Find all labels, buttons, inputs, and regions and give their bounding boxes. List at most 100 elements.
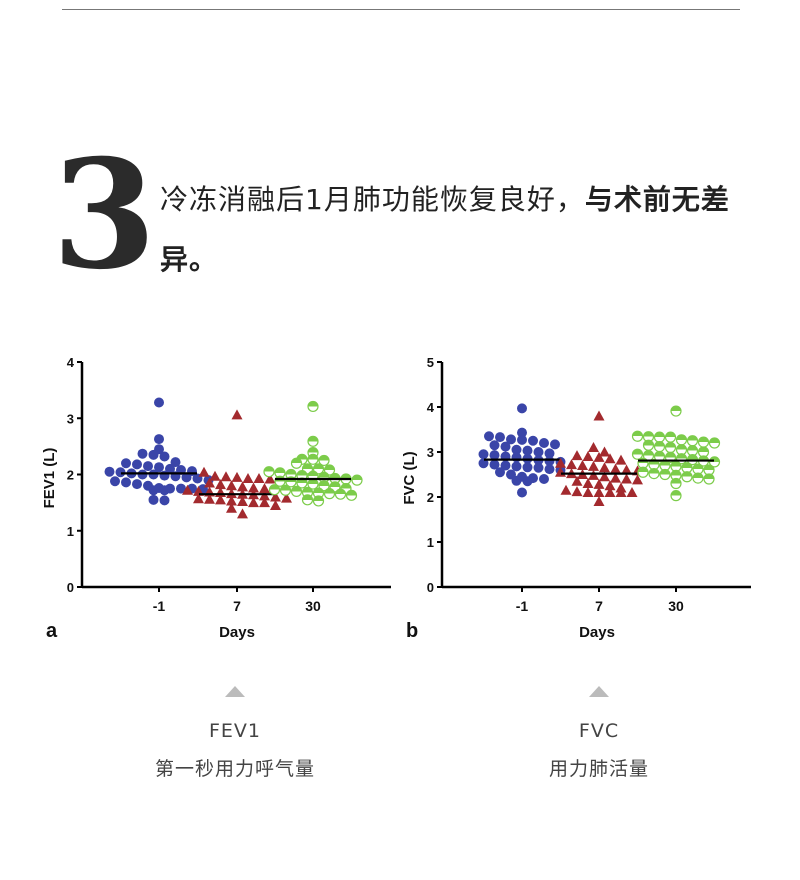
x-tick-label: 7	[233, 598, 241, 614]
data-point-circle	[115, 467, 126, 478]
data-point-circle	[511, 475, 522, 486]
data-point-triangle	[566, 459, 577, 470]
data-point-circle	[517, 403, 527, 414]
data-point-half-circle	[692, 472, 704, 484]
data-point-circle	[159, 485, 170, 496]
data-point-circle	[148, 494, 159, 505]
panel-label: a	[46, 620, 58, 642]
data-point-triangle	[226, 480, 237, 491]
data-point-circle	[137, 448, 148, 459]
headline-regular: 冷冻消融后1月肺功能恢复良好，	[160, 183, 585, 216]
data-point-circle	[176, 483, 186, 494]
data-point-circle	[500, 460, 511, 471]
data-point-half-circle	[664, 441, 677, 454]
data-point-half-circle	[653, 440, 666, 453]
data-point-triangle	[593, 487, 605, 497]
data-point-triangle	[599, 446, 610, 457]
data-point-half-circle	[307, 400, 319, 413]
data-point-triangle	[215, 494, 226, 505]
data-point-triangle	[237, 496, 248, 506]
section-headline: 冷冻消融后1月肺功能恢复良好，与术前无差异。	[160, 170, 760, 290]
data-point-triangle	[588, 442, 599, 452]
data-point-triangle	[560, 484, 572, 495]
data-point-half-circle	[703, 473, 715, 485]
data-point-circle	[489, 459, 500, 470]
data-point-circle	[522, 462, 533, 473]
y-axis-label: FEV1 (L)	[41, 448, 58, 509]
data-point-half-circle	[648, 467, 660, 480]
data-point-half-circle	[697, 436, 710, 448]
data-point-triangle	[264, 473, 276, 484]
data-point-half-circle	[345, 489, 358, 501]
y-tick-label: 4	[427, 400, 435, 415]
data-point-triangle	[599, 471, 610, 482]
data-point-triangle	[182, 484, 193, 495]
data-point-half-circle	[642, 439, 655, 451]
data-point-half-circle	[334, 488, 347, 500]
data-point-circle	[517, 434, 527, 445]
data-point-half-circle	[290, 485, 303, 497]
y-tick-label: 2	[427, 490, 434, 505]
data-point-circle	[132, 479, 142, 490]
data-point-half-circle	[318, 480, 330, 492]
data-point-triangle	[226, 502, 237, 513]
data-point-triangle	[259, 483, 270, 494]
data-point-half-circle	[312, 463, 325, 475]
data-point-triangle	[242, 472, 254, 483]
data-point-triangle	[604, 480, 616, 491]
data-point-triangle	[248, 497, 259, 508]
fev1-chart: 0 1 2 3 4 -1 7 30 Days FEV1 (L) a	[41, 355, 391, 642]
data-point-circle	[500, 441, 511, 452]
data-point-circle	[522, 445, 533, 456]
data-point-triangle	[604, 487, 616, 497]
data-point-circle	[517, 427, 527, 438]
data-point-triangle	[259, 490, 270, 501]
data-point-circle	[522, 476, 533, 487]
data-point-circle	[544, 456, 555, 466]
data-point-circle	[165, 463, 175, 474]
data-point-circle	[154, 397, 164, 408]
data-point-triangle	[253, 472, 265, 483]
data-point-half-circle	[290, 457, 303, 469]
data-point-half-circle	[318, 454, 330, 467]
data-point-circle	[110, 476, 120, 487]
data-point-triangle	[610, 472, 621, 483]
data-point-circle	[170, 457, 181, 468]
data-point-triangle	[231, 471, 243, 482]
data-point-triangle	[555, 457, 566, 468]
data-point-triangle	[237, 481, 248, 492]
y-tick-label: 3	[427, 445, 434, 460]
data-point-circle	[478, 449, 489, 460]
x-tick-label: 7	[595, 598, 603, 614]
data-point-triangle	[610, 463, 621, 474]
caption-desc: 第一秒用力呼气量	[154, 758, 315, 780]
data-point-half-circle	[653, 431, 666, 443]
y-tick-label: 0	[427, 580, 434, 595]
data-point-triangle	[270, 499, 281, 510]
data-point-circle	[148, 449, 159, 460]
data-point-circle	[489, 440, 500, 451]
y-tick-label: 3	[67, 411, 74, 426]
data-point-triangle	[626, 487, 638, 497]
data-point-half-circle	[351, 474, 363, 486]
data-point-circle	[137, 469, 148, 480]
data-point-triangle	[571, 475, 583, 486]
data-point-triangle	[215, 479, 226, 490]
data-point-circle	[159, 470, 170, 481]
data-point-triangle	[204, 493, 215, 504]
data-point-triangle	[193, 493, 204, 504]
data-point-circle	[511, 461, 522, 472]
data-point-triangle	[198, 466, 210, 477]
data-point-triangle	[615, 487, 627, 497]
data-point-circle	[539, 474, 549, 484]
data-point-triangle	[204, 477, 215, 488]
data-point-circle	[544, 464, 555, 475]
data-point-triangle	[632, 474, 643, 485]
data-point-triangle	[571, 486, 583, 497]
data-point-triangle	[593, 496, 605, 506]
data-point-circle	[159, 451, 170, 462]
data-point-circle	[506, 434, 516, 445]
data-point-half-circle	[670, 490, 682, 502]
data-point-triangle	[593, 478, 605, 489]
data-point-circle	[517, 487, 527, 498]
